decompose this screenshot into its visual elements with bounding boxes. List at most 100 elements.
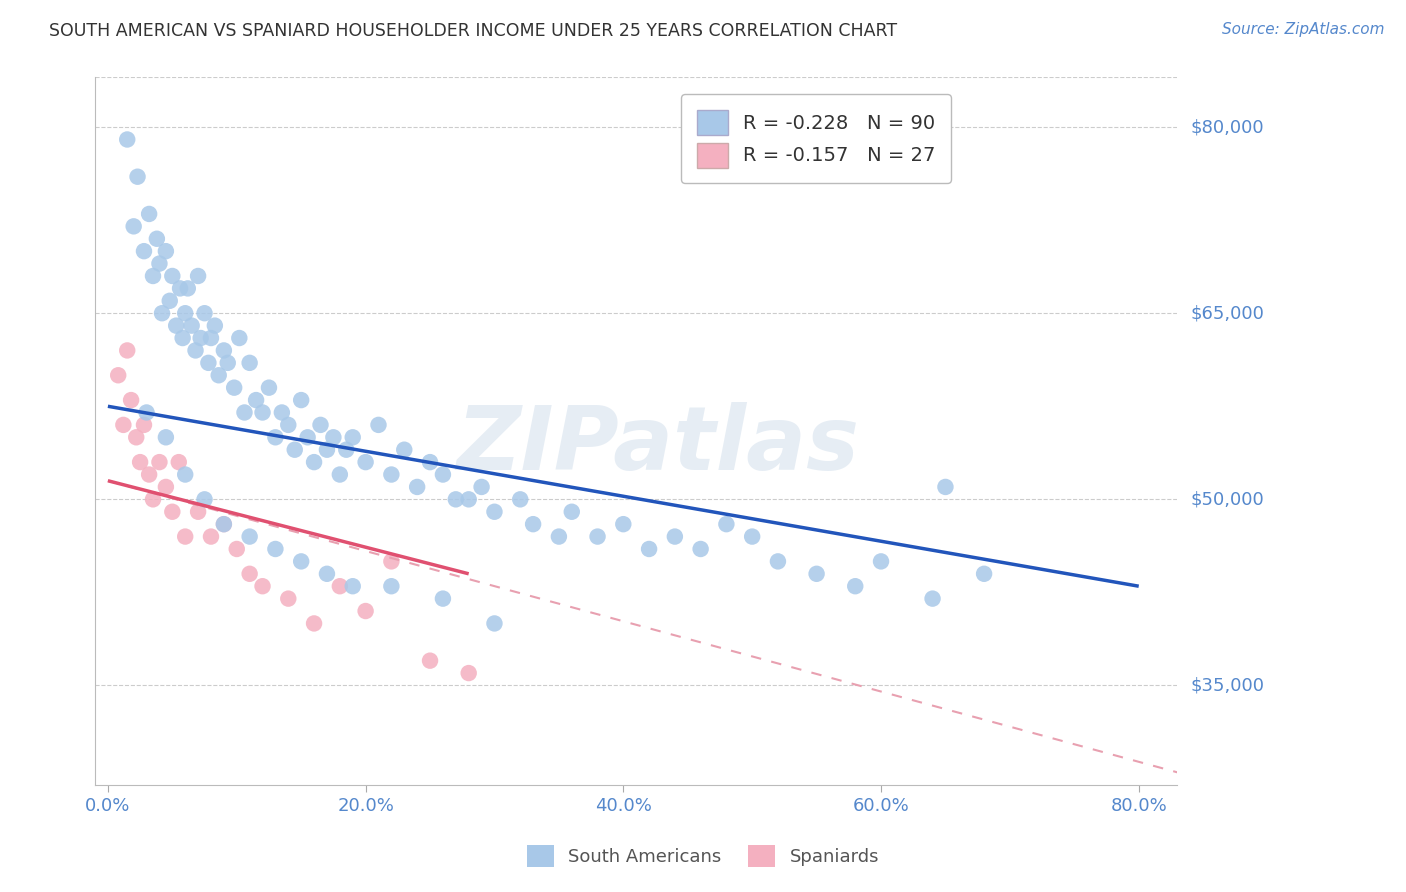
Point [125, 430, 148, 444]
Text: Source: ZipAtlas.com: Source: ZipAtlas.com [1222, 22, 1385, 37]
Point [342, 579, 364, 593]
Point [252, 405, 274, 419]
Point [309, 417, 332, 432]
Legend: South Americans, Spaniards: South Americans, Spaniards [519, 838, 887, 874]
Point [257, 381, 280, 395]
Point [302, 455, 325, 469]
Point [200, 530, 222, 544]
Point [548, 530, 571, 544]
Point [302, 616, 325, 631]
Point [132, 244, 155, 259]
Point [689, 541, 711, 556]
Point [193, 306, 215, 320]
Point [155, 480, 177, 494]
Text: $50,000: $50,000 [1191, 491, 1264, 508]
Point [844, 579, 866, 593]
Point [233, 405, 256, 419]
Point [177, 281, 200, 295]
Point [159, 293, 181, 308]
Point [193, 492, 215, 507]
Point [127, 169, 149, 184]
Point [200, 331, 222, 345]
Point [112, 417, 135, 432]
Point [457, 666, 479, 681]
Point [122, 219, 145, 234]
Point [329, 579, 352, 593]
Point [457, 492, 479, 507]
Point [174, 530, 197, 544]
Point [934, 480, 956, 494]
Point [252, 579, 274, 593]
Point [225, 541, 247, 556]
Point [471, 480, 494, 494]
Point [135, 405, 157, 419]
Point [115, 343, 138, 358]
Point [432, 467, 454, 482]
Point [921, 591, 943, 606]
Point [264, 430, 287, 444]
Point [316, 442, 339, 457]
Point [180, 318, 202, 333]
Point [586, 530, 609, 544]
Point [342, 430, 364, 444]
Point [277, 591, 299, 606]
Point [380, 579, 402, 593]
Point [228, 331, 250, 345]
Point [142, 268, 165, 283]
Point [322, 430, 344, 444]
Point [290, 393, 312, 408]
Point [150, 306, 173, 320]
Point [204, 318, 226, 333]
Point [239, 530, 262, 544]
Point [297, 430, 319, 444]
Point [277, 417, 299, 432]
Point [870, 554, 893, 568]
Text: ZIPatlas: ZIPatlas [457, 401, 859, 489]
Point [484, 505, 506, 519]
Point [239, 356, 262, 370]
Text: SOUTH AMERICAN VS SPANIARD HOUSEHOLDER INCOME UNDER 25 YEARS CORRELATION CHART: SOUTH AMERICAN VS SPANIARD HOUSEHOLDER I… [49, 22, 897, 40]
Point [406, 480, 429, 494]
Point [509, 492, 531, 507]
Point [741, 530, 763, 544]
Point [138, 467, 160, 482]
Point [174, 306, 197, 320]
Point [419, 654, 441, 668]
Point [212, 517, 235, 532]
Text: $80,000: $80,000 [1191, 118, 1264, 136]
Point [187, 505, 209, 519]
Point [444, 492, 467, 507]
Point [522, 517, 544, 532]
Point [187, 268, 209, 283]
Point [561, 505, 583, 519]
Point [638, 541, 661, 556]
Point [165, 318, 187, 333]
Point [129, 455, 152, 469]
Point [132, 417, 155, 432]
Point [290, 554, 312, 568]
Point [174, 467, 197, 482]
Point [107, 368, 129, 383]
Point [766, 554, 789, 568]
Point [184, 343, 207, 358]
Point [419, 455, 441, 469]
Point [484, 616, 506, 631]
Point [612, 517, 634, 532]
Point [148, 256, 170, 270]
Point [380, 467, 402, 482]
Point [264, 541, 287, 556]
Point [335, 442, 357, 457]
Point [138, 207, 160, 221]
Point [380, 554, 402, 568]
Point [197, 356, 219, 370]
Text: $35,000: $35,000 [1191, 676, 1264, 695]
Point [155, 430, 177, 444]
Point [115, 132, 138, 146]
Point [973, 566, 995, 581]
Point [162, 268, 184, 283]
Point [217, 356, 239, 370]
Point [284, 442, 307, 457]
Point [394, 442, 416, 457]
Point [245, 393, 267, 408]
Point [120, 393, 142, 408]
